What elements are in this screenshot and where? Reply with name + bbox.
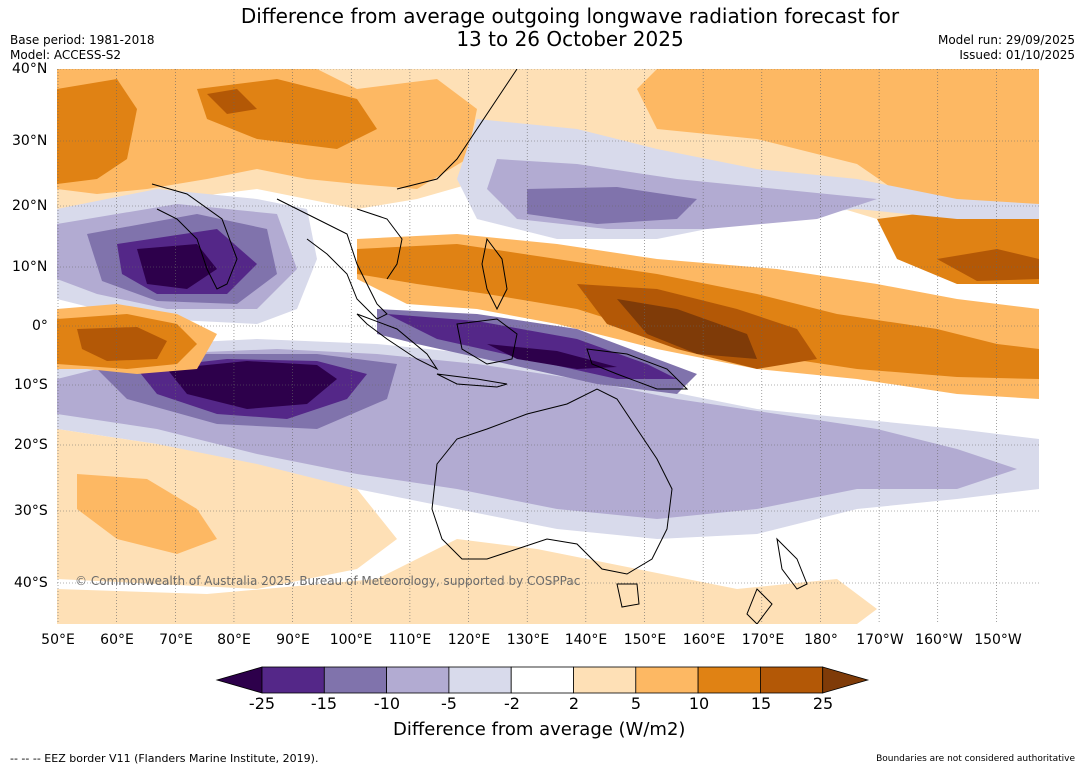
colorbar-title: Difference from average (W/m2) [393, 719, 686, 740]
colorbar-extend-high [822, 666, 870, 694]
lon-label-160w: 160°W [915, 632, 963, 648]
lon-label-150w: 150°W [974, 632, 1022, 648]
coastline-philippines [481, 237, 508, 311]
anomaly-north-pacific-purple-mid [527, 187, 697, 224]
olr-anomaly-map [57, 69, 1039, 624]
anomaly-pacific-east-max [937, 249, 1039, 281]
lat-label-40s: 40°S [14, 575, 48, 591]
colorbar-label--15: -15 [310, 694, 338, 713]
colorbar-extend-low [215, 666, 263, 694]
meta-right: Model run: 29/09/2025 Issued: 01/10/2025 [938, 33, 1075, 63]
colorbar-label--25: -25 [248, 694, 276, 713]
lon-label-130e: 130°E [506, 632, 550, 648]
lon-label-170e: 170°E [741, 632, 785, 648]
graticule [57, 69, 1039, 624]
lat-label-30s: 30°S [14, 503, 48, 519]
title-line-1: Difference from average outgoing longwav… [240, 4, 900, 28]
colorbar-segment [261, 666, 325, 694]
lon-label-140e: 140°E [564, 632, 608, 648]
colorbar-segment [573, 666, 637, 694]
anomaly-north-pacific-light [637, 69, 1039, 229]
anomaly-south-west-light-2 [57, 539, 877, 624]
anomaly-west-indian-max [77, 327, 167, 361]
anomaly-west-high [57, 79, 137, 184]
coastline-indochina [356, 208, 403, 280]
anomaly-maritime-max [487, 344, 617, 369]
colorbar-segment [448, 666, 512, 694]
colorbar-label--2: -2 [504, 694, 520, 713]
title-line-2: 13 to 26 October 2025 [456, 27, 684, 51]
lon-label-120e: 120°E [447, 632, 491, 648]
lat-label-10n: 10°N [12, 259, 48, 275]
colorbar-label-2: 2 [568, 694, 580, 713]
eez-legend-note: -- -- -- EEZ border V11 (Flanders Marine… [10, 752, 319, 765]
coastline-southeast-asia [276, 198, 388, 320]
lon-label-180: 180° [804, 632, 838, 648]
lon-label-160e: 160°E [682, 632, 726, 648]
coastline-borneo [456, 318, 518, 365]
coastline-india [151, 183, 238, 290]
boundary-disclaimer: Boundaries are not considered authoritat… [876, 754, 1075, 764]
lon-label-80e: 80°E [217, 632, 251, 648]
colorbar-label-10: 10 [688, 694, 710, 713]
anomaly-tibet-max [207, 89, 257, 114]
colorbar-segment [510, 666, 574, 694]
anomaly-maritime-strong [387, 314, 677, 379]
lat-label-40n: 40°N [12, 61, 48, 77]
colorbar-label--10: -10 [373, 694, 401, 713]
lat-label-equator: 0° [32, 318, 48, 334]
model-name: Model: ACCESS-S2 [10, 48, 122, 62]
lat-label-20s: 20°S [14, 437, 48, 453]
lon-label-50e: 50°E [41, 632, 75, 648]
coastline-new-zealand [746, 537, 808, 624]
map-title: Difference from average outgoing longwav… [0, 5, 1085, 51]
copyright-watermark: © Commonwealth of Australia 2025, Bureau… [75, 574, 581, 588]
lat-label-20n: 20°N [12, 198, 48, 214]
lon-label-150e: 150°E [623, 632, 667, 648]
coastline-sumatra [356, 313, 439, 371]
lon-label-110e: 110°E [388, 632, 432, 648]
colorbar-label-25: 25 [812, 694, 834, 713]
coastline-australia [431, 388, 673, 575]
anomaly-indian-north-max [137, 244, 217, 289]
coastline-china [396, 69, 518, 190]
colorbar-label-15: 15 [750, 694, 772, 713]
coastline-java [436, 373, 508, 388]
lon-label-170w: 170°W [856, 632, 904, 648]
lon-label-60e: 60°E [100, 632, 134, 648]
colorbar-label--5: -5 [441, 694, 457, 713]
base-period: Base period: 1981-2018 [10, 33, 155, 47]
meta-left: Base period: 1981-2018 Model: ACCESS-S2 [10, 33, 155, 63]
lat-label-30n: 30°N [12, 133, 48, 149]
lon-label-100e: 100°E [329, 632, 373, 648]
colorbar-segment [386, 666, 450, 694]
model-run: Model run: 29/09/2025 [937, 33, 1075, 47]
lon-label-70e: 70°E [159, 632, 193, 648]
colorbar-segment [635, 666, 699, 694]
lon-label-90e: 90°E [276, 632, 310, 648]
anomaly-south-west-patch [77, 474, 217, 554]
issued-date: Issued: 01/10/2025 [959, 48, 1075, 62]
lat-label-10s: 10°S [14, 377, 48, 393]
coastline-new-guinea [586, 348, 689, 390]
colorbar-label-5: 5 [630, 694, 642, 713]
colorbar-segment [760, 666, 824, 694]
coastlines [151, 69, 808, 624]
anomaly-equator-max [617, 299, 757, 359]
colorbar-segment [697, 666, 761, 694]
coastline-tasmania [616, 583, 640, 608]
colorbar [215, 666, 870, 694]
anomaly-south-west-light [57, 429, 397, 589]
colorbar-segment [323, 666, 388, 694]
